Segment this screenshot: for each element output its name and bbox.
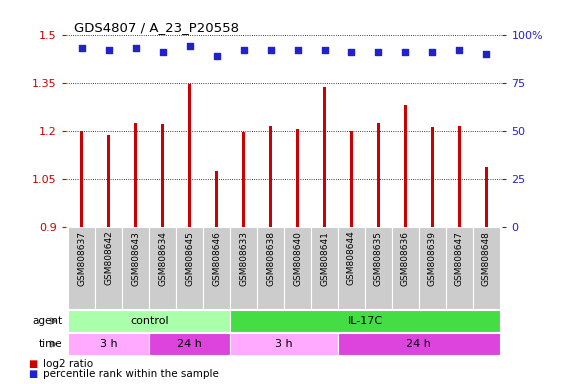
Bar bbox=[392, 227, 419, 309]
Bar bbox=[69, 227, 95, 309]
Bar bbox=[161, 124, 164, 227]
Bar bbox=[69, 333, 149, 355]
Text: GSM808633: GSM808633 bbox=[239, 231, 248, 286]
Point bbox=[77, 45, 86, 51]
Bar bbox=[296, 129, 299, 227]
Text: control: control bbox=[130, 316, 168, 326]
Bar bbox=[284, 227, 311, 309]
Text: IL-17C: IL-17C bbox=[347, 316, 383, 326]
Point bbox=[374, 49, 383, 55]
Text: GSM808647: GSM808647 bbox=[455, 231, 464, 286]
Text: 24 h: 24 h bbox=[407, 339, 431, 349]
Point bbox=[428, 49, 437, 55]
Point bbox=[104, 47, 114, 53]
Text: percentile rank within the sample: percentile rank within the sample bbox=[43, 369, 219, 379]
Bar bbox=[176, 227, 203, 309]
Bar bbox=[203, 227, 230, 309]
Bar bbox=[80, 131, 83, 227]
Point bbox=[482, 51, 491, 57]
Bar bbox=[323, 88, 326, 227]
Point bbox=[131, 45, 140, 51]
Bar bbox=[230, 310, 500, 332]
Bar bbox=[377, 122, 380, 227]
Bar bbox=[134, 122, 138, 227]
Bar bbox=[95, 227, 122, 309]
Text: GSM808641: GSM808641 bbox=[320, 231, 329, 286]
Point bbox=[212, 53, 221, 59]
Bar bbox=[269, 126, 272, 227]
Bar bbox=[242, 132, 246, 227]
Text: GDS4807 / A_23_P20558: GDS4807 / A_23_P20558 bbox=[74, 21, 239, 34]
Point bbox=[401, 49, 410, 55]
Bar bbox=[419, 227, 446, 309]
Point bbox=[320, 47, 329, 53]
Bar bbox=[69, 310, 230, 332]
Bar bbox=[149, 227, 176, 309]
Text: GSM808644: GSM808644 bbox=[347, 231, 356, 285]
Text: GSM808634: GSM808634 bbox=[158, 231, 167, 286]
Bar bbox=[404, 105, 407, 227]
Bar bbox=[485, 167, 488, 227]
Bar bbox=[311, 227, 338, 309]
Bar bbox=[338, 333, 500, 355]
Text: 3 h: 3 h bbox=[275, 339, 293, 349]
Text: GSM808640: GSM808640 bbox=[293, 231, 302, 286]
Point bbox=[185, 43, 194, 49]
Text: GSM808645: GSM808645 bbox=[185, 231, 194, 286]
Text: time: time bbox=[39, 339, 63, 349]
Bar bbox=[431, 127, 434, 227]
Bar bbox=[149, 333, 230, 355]
Bar bbox=[188, 84, 191, 227]
Bar bbox=[215, 170, 218, 227]
Point bbox=[293, 47, 302, 53]
Bar bbox=[446, 227, 473, 309]
Bar bbox=[458, 126, 461, 227]
Text: GSM808636: GSM808636 bbox=[401, 231, 410, 286]
Text: 3 h: 3 h bbox=[100, 339, 118, 349]
Text: GSM808637: GSM808637 bbox=[77, 231, 86, 286]
Point bbox=[239, 47, 248, 53]
Point bbox=[266, 47, 275, 53]
Text: GSM808642: GSM808642 bbox=[104, 231, 113, 285]
Point bbox=[347, 49, 356, 55]
Text: 24 h: 24 h bbox=[177, 339, 202, 349]
Text: log2 ratio: log2 ratio bbox=[43, 359, 93, 369]
Bar bbox=[338, 227, 365, 309]
Text: GSM808643: GSM808643 bbox=[131, 231, 140, 286]
Point bbox=[455, 47, 464, 53]
Text: GSM808646: GSM808646 bbox=[212, 231, 221, 286]
Text: ■: ■ bbox=[29, 359, 38, 369]
Text: ■: ■ bbox=[29, 369, 38, 379]
Text: GSM808638: GSM808638 bbox=[266, 231, 275, 286]
Text: GSM808635: GSM808635 bbox=[374, 231, 383, 286]
Text: GSM808648: GSM808648 bbox=[482, 231, 491, 286]
Bar bbox=[257, 227, 284, 309]
Bar bbox=[122, 227, 149, 309]
Bar bbox=[230, 333, 338, 355]
Point bbox=[158, 49, 167, 55]
Bar bbox=[230, 227, 257, 309]
Bar bbox=[107, 135, 110, 227]
Bar bbox=[473, 227, 500, 309]
Bar bbox=[350, 131, 353, 227]
Text: agent: agent bbox=[33, 316, 63, 326]
Text: GSM808639: GSM808639 bbox=[428, 231, 437, 286]
Bar bbox=[365, 227, 392, 309]
